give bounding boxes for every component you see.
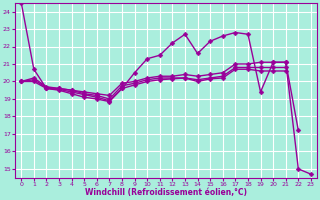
X-axis label: Windchill (Refroidissement éolien,°C): Windchill (Refroidissement éolien,°C) — [85, 188, 247, 197]
